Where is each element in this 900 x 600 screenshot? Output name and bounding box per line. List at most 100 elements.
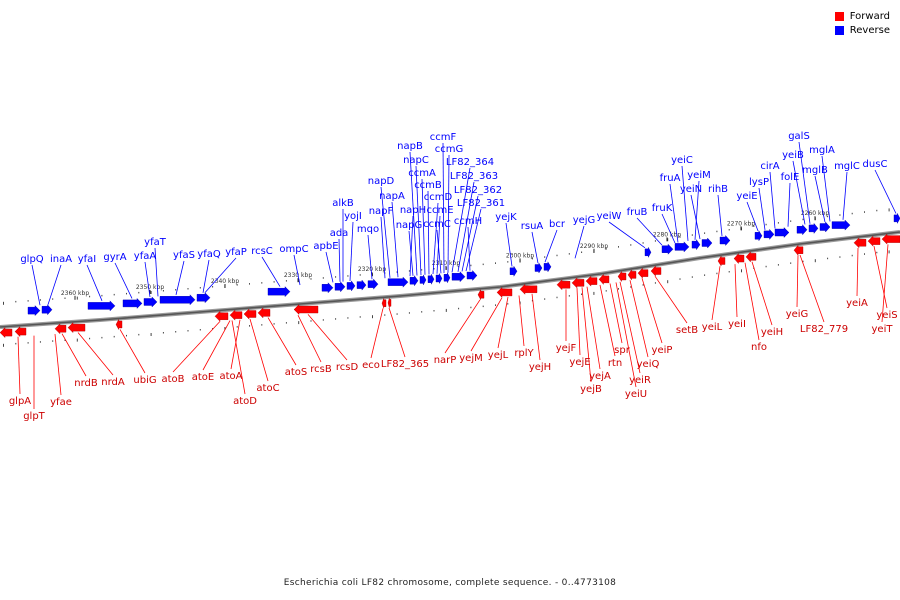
tick-mark-top [716,230,718,233]
reverse-gene-arrow [427,274,435,285]
reverse-gene-arrow [196,292,211,304]
tick-mark-bottom [15,342,17,345]
tick-mark-bottom [396,313,398,315]
reverse-leader-line [409,215,414,277]
tick-mark-top [876,209,878,212]
tick-mark-top [408,270,410,272]
reverse-gene-label: gyrA [103,252,126,263]
tick-mark-top [3,301,4,305]
tick-mark-top [236,284,238,286]
forward-gene-arrow [67,322,86,334]
tick-mark-top [765,223,767,226]
tick-mark-bottom [261,324,263,326]
forward-gene-label: yejF [556,343,577,354]
tick-mark-bottom [605,290,607,292]
kbp-tick [445,265,447,270]
tick-mark-top [126,292,127,295]
tick-mark-top [851,212,853,215]
tick-mark-top [76,296,78,300]
tick-mark-bottom [679,278,681,280]
tick-mark-bottom [556,296,558,299]
forward-leader-line [202,320,231,371]
tick-mark-top [433,268,435,270]
forward-leader-line [586,286,601,370]
forward-gene-label: yeiQ [637,359,660,370]
tick-mark-top [27,300,29,302]
forward-gene-arrow [867,235,881,247]
backbone-shadow [0,230,900,329]
forward-gene-arrow [853,237,867,249]
forward-gene-label: nfo [751,342,767,353]
reverse-gene-arrow [435,273,443,284]
reverse-leader-line [436,229,442,274]
tick-mark-top [507,261,509,263]
reverse-gene-label: dusC [863,159,888,170]
tick-mark-bottom [704,274,706,276]
reverse-leader-line [380,186,391,278]
forward-gene-label: yeiT [872,324,894,335]
reverse-leader-line [874,169,897,214]
forward-gene-label: yejM [459,353,482,364]
forward-gene-label: yeiG [786,309,809,320]
tick-mark-bottom [864,253,865,255]
kbp-tick [224,284,226,288]
forward-gene-label: eco [362,360,380,371]
tick-mark-top [175,289,177,291]
forward-gene-label: atoC [256,383,279,394]
reverse-leader-line [427,190,430,275]
reverse-leader-line [669,183,679,243]
forward-gene-label: yeiH [761,327,783,338]
forward-leader-line [576,287,581,356]
reverse-gene-label: rihB [708,184,728,195]
reverse-gene-arrow [443,272,451,283]
reverse-leader-line [144,261,151,298]
tick-mark-bottom [199,329,201,331]
forward-gene-label: yeiR [629,375,651,386]
reverse-gene-label: alkB [332,198,354,209]
forward-leader-line [54,334,62,396]
forward-gene-arrow [617,270,627,283]
kbp-label: 2270 kbp [727,220,755,227]
forward-gene-label: glpT [23,411,45,422]
forward-gene-label: narP [434,355,457,366]
kbp-tick [74,295,76,300]
reverse-gene-label: napF [369,206,394,217]
forward-gene-arrow [54,323,67,335]
forward-leader-line [744,262,760,341]
forward-leader-line [17,336,21,395]
tick-mark-top [630,244,632,246]
tick-mark-top [421,269,423,271]
reverse-leader-line [792,160,806,225]
reverse-leader-line [661,213,676,244]
forward-gene-arrow [496,286,513,298]
reverse-leader-line [814,175,826,223]
reverse-leader-line [447,154,450,273]
reverse-gene-label: yeiC [671,155,693,166]
reverse-gene-arrow [27,305,41,317]
forward-leader-line [231,320,246,395]
tick-mark-bottom [421,311,423,313]
reverse-leader-line [544,229,558,263]
reverse-gene-label: fruK [652,203,673,214]
tick-mark-top [864,211,865,213]
tick-mark-bottom [667,280,669,284]
tick-mark-bottom [126,334,127,337]
kbp-tick [740,226,742,231]
forward-leader-line [654,275,688,324]
reverse-gene-arrow [87,300,116,312]
reverse-leader-line [261,256,281,287]
tick-mark-top [101,294,103,297]
reverse-leader-line [457,181,475,272]
forward-gene-label: yejA [589,371,611,382]
reverse-leader-line [175,260,185,295]
reverse-leader-line [432,202,439,275]
kbp-tick [666,237,668,242]
kbp-label: 2280 kbp [653,231,681,238]
reverse-gene-arrow [754,230,763,242]
forward-leader-line [470,297,503,352]
tick-mark-bottom [888,250,890,254]
reverse-gene-label: LF82_361 [457,198,505,209]
reverse-leader-line [451,167,471,273]
tick-mark-bottom [384,314,386,316]
reverse-gene-arrow [41,304,53,316]
